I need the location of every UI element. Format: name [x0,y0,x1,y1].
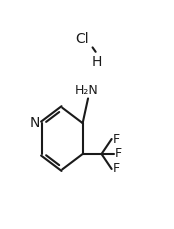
Text: F: F [115,147,122,161]
Text: N: N [30,116,40,130]
Text: H: H [91,55,102,69]
Text: H₂N: H₂N [75,84,98,97]
Text: Cl: Cl [76,32,89,46]
Text: F: F [112,133,119,145]
Text: F: F [112,163,119,175]
